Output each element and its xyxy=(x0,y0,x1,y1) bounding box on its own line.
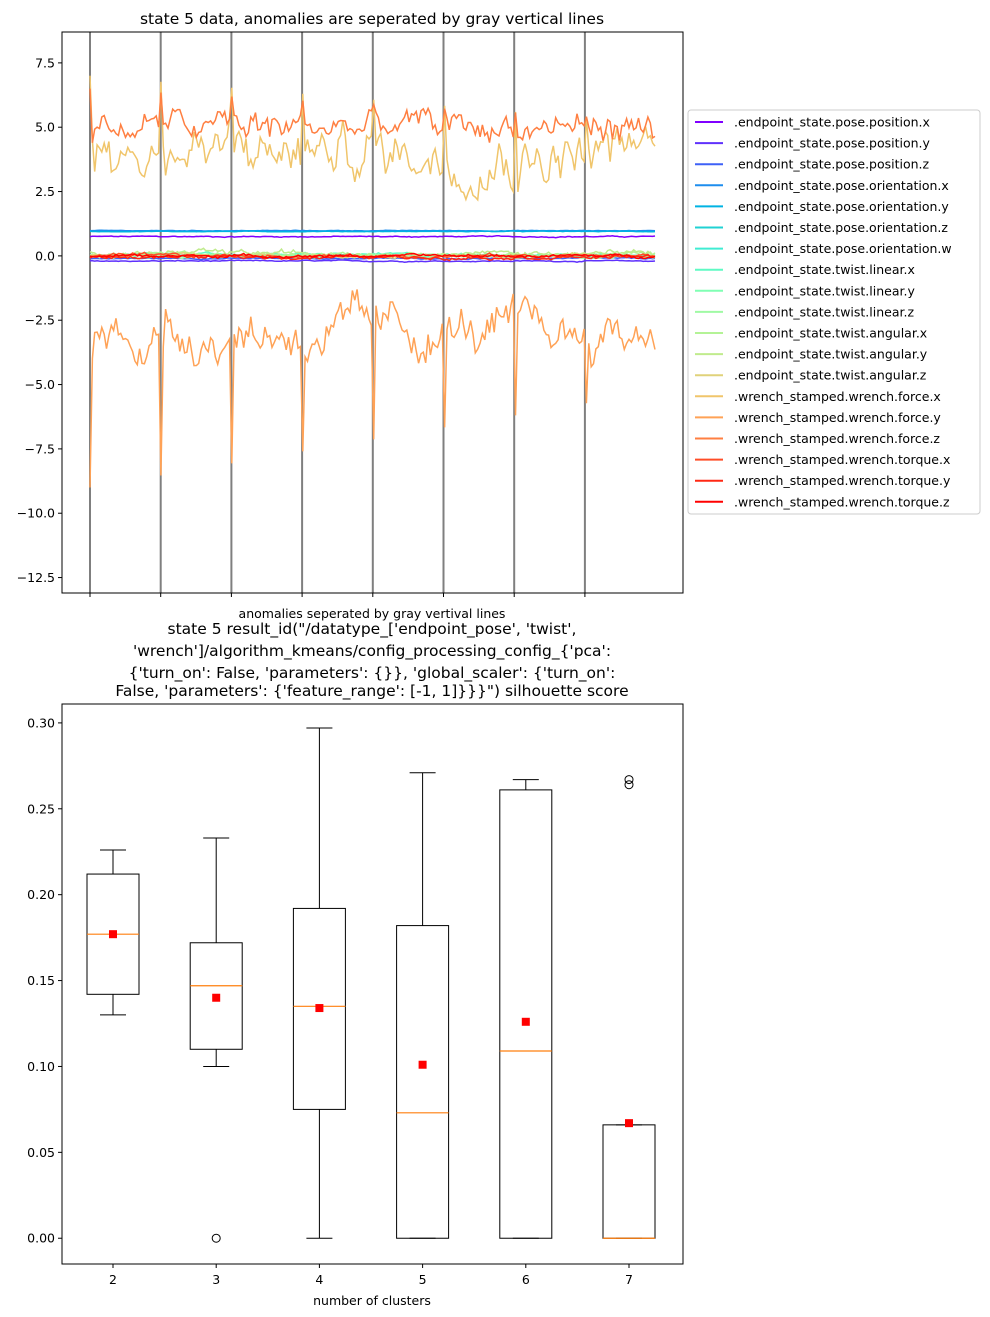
legend-entry: .endpoint_state.pose.orientation.y xyxy=(734,199,949,214)
boxes xyxy=(86,727,656,1243)
legend-entry: .wrench_stamped.wrench.force.z xyxy=(734,431,940,446)
legend-entry: .endpoint_state.pose.orientation.z xyxy=(734,220,948,235)
x-tick-label: 2 xyxy=(109,1272,117,1287)
y-tick-label: 5.0 xyxy=(35,120,55,135)
box-iqr xyxy=(292,907,346,1110)
box-plot-axes-frame xyxy=(61,703,684,1265)
legend-entry: .endpoint_state.twist.linear.z xyxy=(734,304,914,319)
legend-entry: .wrench_stamped.wrench.torque.z xyxy=(734,494,950,509)
series-lines xyxy=(89,75,656,488)
x-tick-label: 7 xyxy=(625,1272,633,1287)
series-line xyxy=(89,289,656,488)
box-iqr xyxy=(602,1124,656,1239)
y-tick-label: 7.5 xyxy=(35,55,55,70)
mean-marker xyxy=(418,1060,427,1069)
line-chart-title: state 5 data, anomalies are seperated by… xyxy=(140,10,604,28)
y-tick-label: 0.25 xyxy=(27,801,55,816)
box-iqr xyxy=(396,925,450,1239)
legend-entry: .wrench_stamped.wrench.torque.x xyxy=(734,452,950,467)
y-tick-label: 0.05 xyxy=(27,1145,55,1160)
legend-entry: .wrench_stamped.wrench.force.x xyxy=(734,389,941,404)
x-tick-label: 5 xyxy=(419,1272,427,1287)
legend-entry: .wrench_stamped.wrench.force.y xyxy=(734,410,941,425)
y-tick-label: −5.0 xyxy=(25,377,55,392)
legend-frame xyxy=(687,109,981,515)
x-tick-label: 3 xyxy=(212,1272,220,1287)
mean-marker xyxy=(315,1004,324,1013)
legend-entry: .endpoint_state.twist.angular.y xyxy=(734,347,928,362)
y-tick-label: 0.10 xyxy=(27,1059,55,1074)
mean-marker xyxy=(521,1017,530,1026)
legend-entry: .endpoint_state.twist.linear.x xyxy=(734,262,915,277)
box-plot-title-line-4: False, 'parameters': {'feature_range': [… xyxy=(115,682,628,701)
legend-entry: .endpoint_state.pose.orientation.x xyxy=(734,178,949,193)
x-axis-ticks: 2 3 4 5 6 7 xyxy=(109,1264,633,1287)
y-axis-ticks: 7.5 5.0 2.5 0.0 −2.5 −5.0 −7.5 −10.0 −12.5 xyxy=(17,55,62,585)
box-iqr xyxy=(189,942,243,1050)
mean-marker xyxy=(625,1119,633,1128)
y-tick-label: 2.5 xyxy=(35,184,55,199)
mean-marker xyxy=(109,930,117,939)
box-plot-xlabel: number of clusters xyxy=(313,1293,431,1308)
box-iqr xyxy=(499,789,553,1239)
legend-entry: .endpoint_state.pose.position.z xyxy=(734,157,930,172)
series-line xyxy=(89,230,656,233)
legend-entry: .endpoint_state.twist.angular.x xyxy=(734,326,927,341)
y-tick-label: 0.00 xyxy=(27,1231,55,1246)
y-tick-label: 0.20 xyxy=(27,887,55,902)
outlier-point xyxy=(624,775,634,785)
outlier-point xyxy=(211,1233,221,1243)
legend-entry: .endpoint_state.pose.position.x xyxy=(734,115,930,130)
legend: .endpoint_state.pose.position.x .endpoint… xyxy=(687,109,981,515)
box-plot-title-line-1: state 5 result_id("/datatype_['endpoint_… xyxy=(168,620,577,639)
y-tick-label: −2.5 xyxy=(25,313,55,328)
legend-entry: .endpoint_state.twist.linear.y xyxy=(734,283,915,298)
series-line xyxy=(89,88,656,143)
y-tick-label: −10.0 xyxy=(17,506,55,521)
x-axis-ticks xyxy=(89,593,586,597)
x-tick-label: 6 xyxy=(522,1272,530,1287)
box-plot-silhouette: state 5 result_id("/datatype_['endpoint_… xyxy=(27,620,684,1308)
line-chart-xlabel: anomalies seperated by gray vertival lin… xyxy=(239,606,506,621)
y-tick-label: 0.0 xyxy=(35,248,55,263)
box-plot-title-line-3: {'turn_on': False, 'parameters': {}}, 'g… xyxy=(129,664,616,683)
series-line xyxy=(89,259,656,263)
y-tick-label: −7.5 xyxy=(25,441,55,456)
legend-entry: .wrench_stamped.wrench.torque.y xyxy=(734,473,951,488)
box-plot-title-line-2: 'wrench']/algorithm_kmeans/config_proces… xyxy=(133,642,611,661)
y-tick-label: 0.15 xyxy=(27,973,55,988)
mean-marker xyxy=(212,993,221,1002)
line-chart-sensor-data: state 5 data, anomalies are seperated by… xyxy=(17,10,981,621)
y-tick-label: 0.30 xyxy=(27,715,55,730)
legend-entry: .endpoint_state.pose.position.y xyxy=(734,136,931,151)
x-tick-label: 4 xyxy=(315,1272,323,1287)
legend-entry: .endpoint_state.twist.angular.z xyxy=(734,368,927,383)
outlier-point xyxy=(624,780,634,790)
y-tick-label: −12.5 xyxy=(17,570,55,585)
y-axis-ticks: 0.00 0.05 0.10 0.15 0.20 0.25 0.30 xyxy=(27,715,62,1246)
series-line xyxy=(89,75,656,202)
series-line xyxy=(89,252,656,260)
series-line xyxy=(89,235,656,239)
legend-entry: .endpoint_state.pose.orientation.w xyxy=(734,241,952,256)
